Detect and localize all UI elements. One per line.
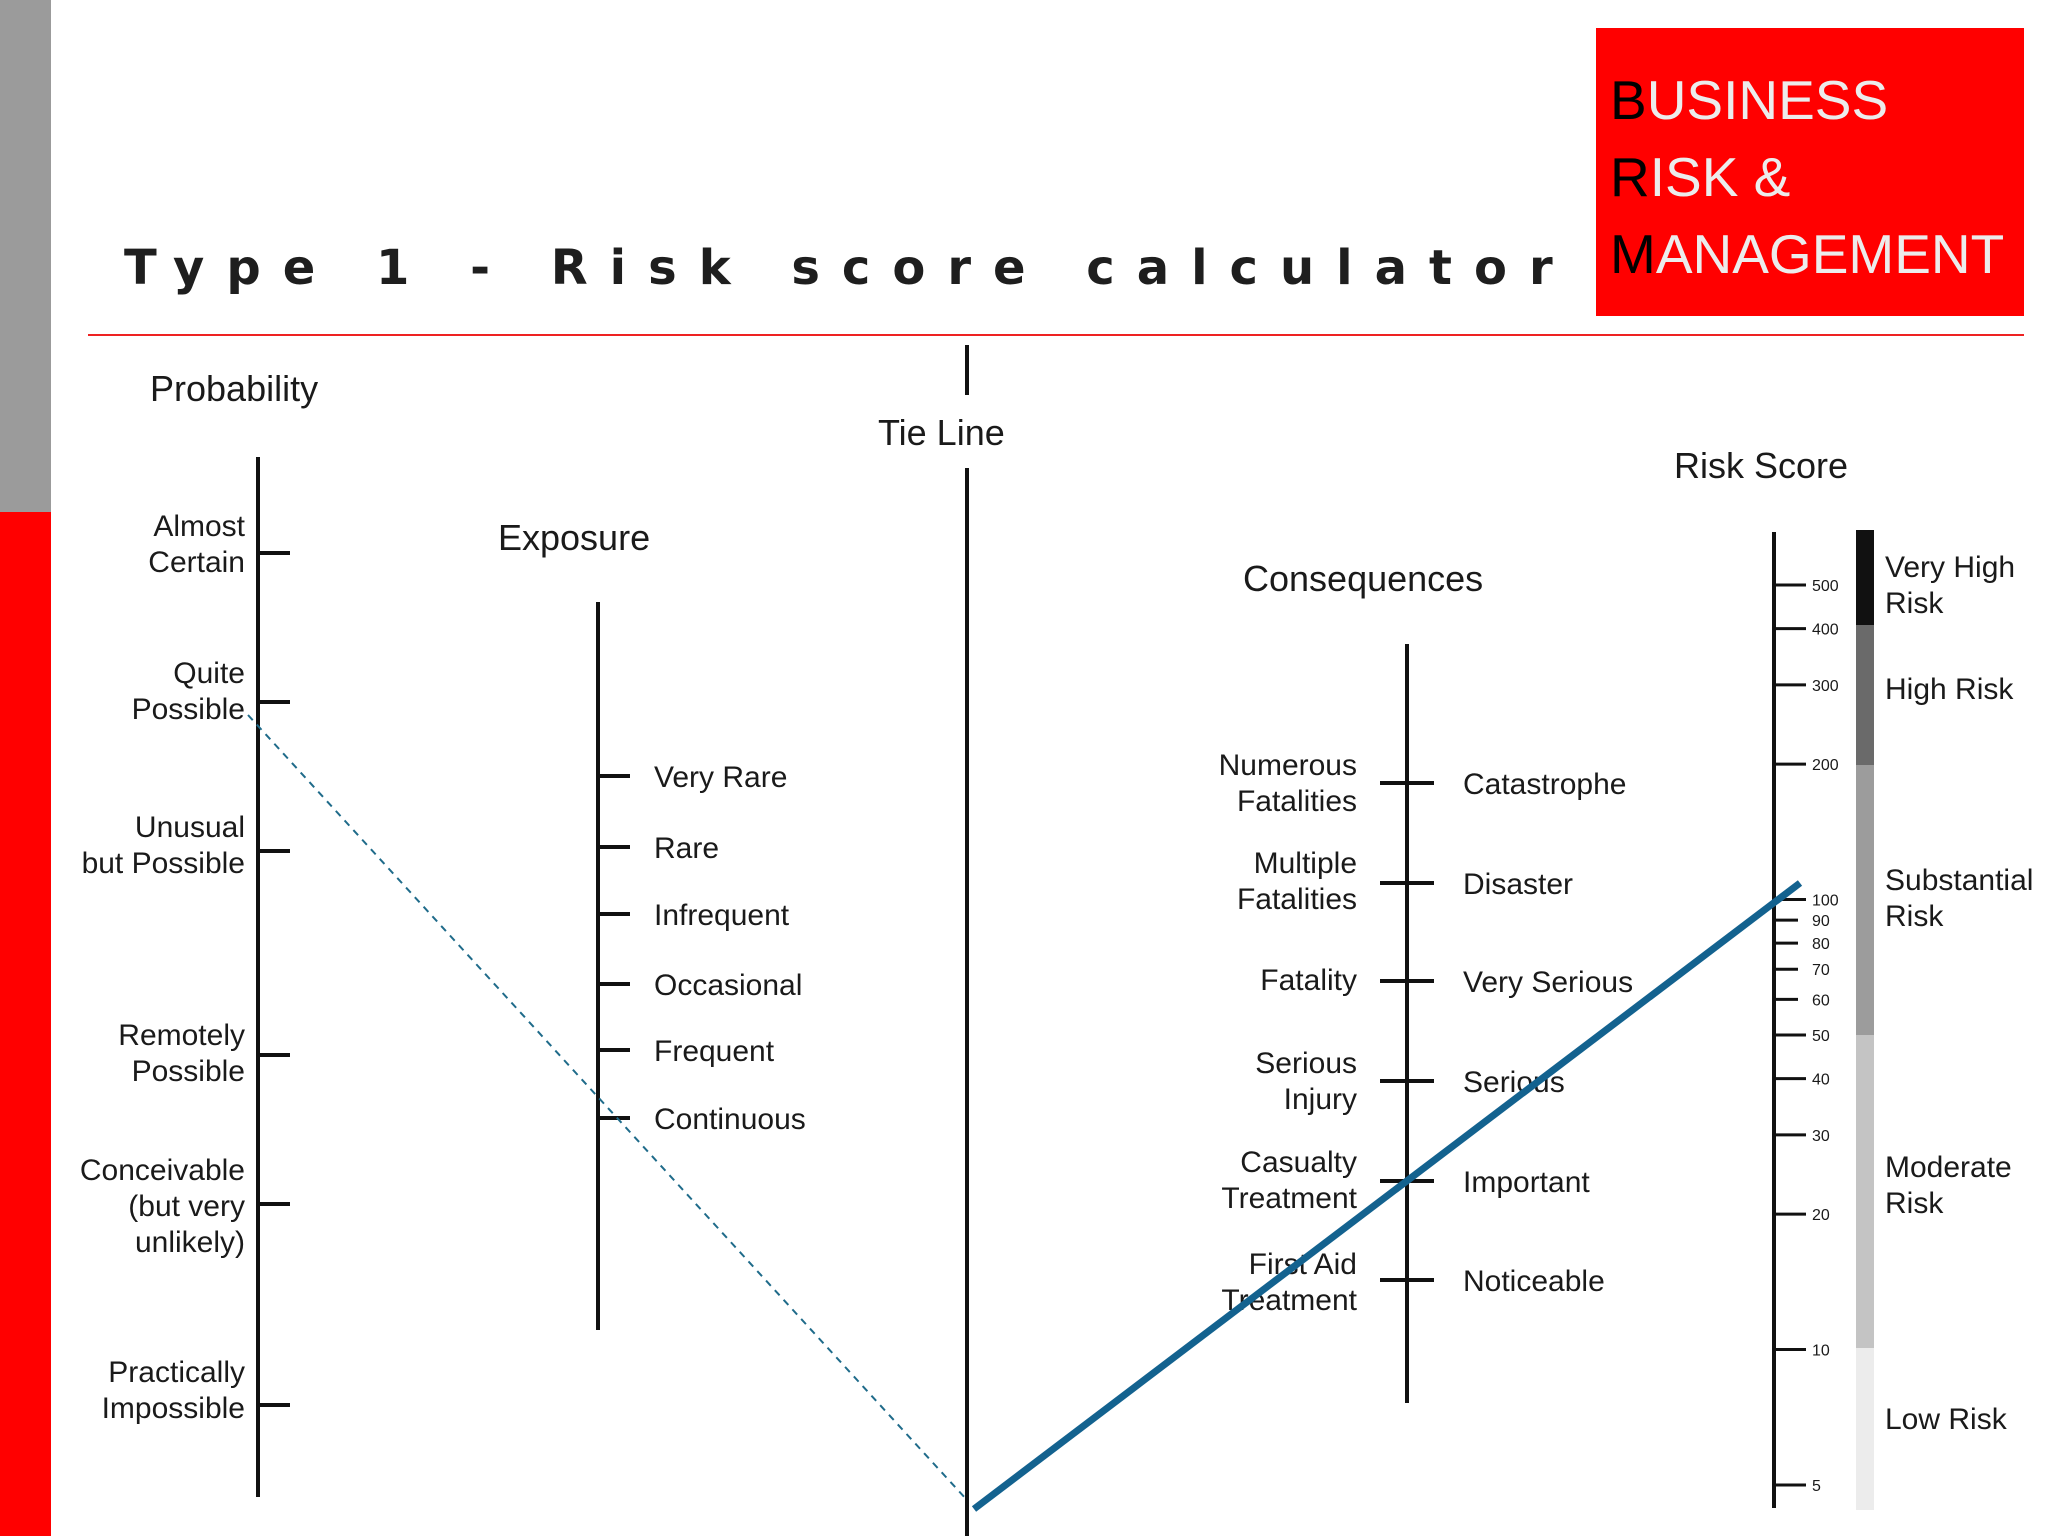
- consequences-left-label: Injury: [1284, 1083, 1357, 1116]
- consequences-right-label: Noticeable: [1463, 1265, 1605, 1298]
- exposure-tick-label: Continuous: [654, 1103, 806, 1136]
- example-dashed-line: [247, 714, 968, 1501]
- exposure-tick-label: Infrequent: [654, 899, 790, 932]
- probability-tick-label: unlikely): [135, 1226, 245, 1259]
- brand-line-2: RISK &: [1610, 146, 1791, 208]
- consequences-heading: Consequences: [1243, 558, 1483, 599]
- risk-band-label: High Risk: [1885, 673, 2014, 706]
- risk-band-segment: [1856, 1348, 1874, 1510]
- exposure-tick-label: Very Rare: [654, 761, 787, 794]
- probability-tick-label: Impossible: [102, 1392, 245, 1425]
- probability-tick-label: Quite: [173, 657, 245, 690]
- consequences-right-label: Disaster: [1463, 868, 1573, 901]
- risk-score-tick-label: 60: [1812, 992, 1830, 1009]
- risk-score-tick-label: 300: [1812, 678, 1839, 695]
- risk-score-tick-label: 40: [1812, 1072, 1830, 1089]
- sidebar-accent-red: [0, 512, 51, 1536]
- consequences-right-label: Very Serious: [1463, 966, 1633, 999]
- risk-band-label: Moderate: [1885, 1151, 2012, 1184]
- probability-tick-label: Remotely: [118, 1019, 245, 1052]
- consequences-left-label: Fatalities: [1237, 785, 1357, 818]
- probability-tick-label: Conceivable: [80, 1154, 245, 1187]
- risk-score-tick-label: 500: [1812, 578, 1839, 595]
- exposure-heading: Exposure: [498, 517, 650, 558]
- risk-score-tick-label: 5: [1812, 1478, 1821, 1495]
- risk-score-tick-label: 200: [1812, 757, 1839, 774]
- risk-score-heading: Risk Score: [1674, 445, 1848, 486]
- risk-band-label: Substantial: [1885, 864, 2033, 897]
- consequences-left-label: Treatment: [1221, 1182, 1357, 1215]
- probability-tick-label: Almost: [153, 510, 245, 543]
- risk-score-tick-label: 50: [1812, 1028, 1830, 1045]
- consequences-left-label: Treatment: [1221, 1284, 1357, 1317]
- consequences-left-label: Numerous: [1219, 749, 1357, 782]
- risk-score-tick-label: 70: [1812, 962, 1830, 979]
- risk-band-segment: [1856, 530, 1874, 625]
- probability-tick-label: Certain: [148, 546, 245, 579]
- probability-tick-label: Possible: [132, 1055, 245, 1088]
- risk-score-tick-label: 400: [1812, 622, 1839, 639]
- probability-heading: Probability: [150, 368, 318, 409]
- risk-score-tick-label: 10: [1812, 1343, 1830, 1360]
- risk-band-label: Risk: [1885, 900, 1944, 933]
- consequences-left-label: Casualty: [1240, 1146, 1357, 1179]
- consequences-left-label: Fatality: [1260, 964, 1357, 997]
- consequences-right-label: Catastrophe: [1463, 768, 1626, 801]
- tie-line-heading: Tie Line: [878, 412, 1005, 453]
- probability-tick-label: Possible: [132, 693, 245, 726]
- risk-band-label: Very High: [1885, 551, 2015, 584]
- consequences-left-label: Fatalities: [1237, 883, 1357, 916]
- risk-score-tick-label: 20: [1812, 1207, 1830, 1224]
- risk-band-label: Risk: [1885, 1187, 1944, 1220]
- exposure-tick-label: Frequent: [654, 1035, 775, 1068]
- consequences-right-label: Important: [1463, 1166, 1590, 1199]
- exposure-tick-label: Rare: [654, 832, 719, 865]
- probability-tick-label: but Possible: [82, 847, 245, 880]
- consequences-left-label: First Aid: [1249, 1248, 1357, 1281]
- probability-tick-label: (but very: [128, 1190, 245, 1223]
- consequences-left-label: Multiple: [1254, 847, 1357, 880]
- risk-band-segment: [1856, 625, 1874, 765]
- risk-band-segment: [1856, 1035, 1874, 1348]
- slide-title: Type 1 - Risk score calculator: [124, 240, 1575, 296]
- risk-score-tick-label: 30: [1812, 1128, 1830, 1145]
- brand-line-1: BUSINESS: [1610, 69, 1889, 131]
- probability-tick-label: Practically: [108, 1356, 245, 1389]
- brand-line-3: MANAGEMENT: [1610, 223, 2005, 285]
- consequences-left-label: Serious: [1255, 1047, 1357, 1080]
- risk-score-tick-label: 100: [1812, 893, 1839, 910]
- title-divider: [88, 334, 2024, 336]
- brand-logo: BUSINESS RISK & MANAGEMENT: [1596, 28, 2024, 316]
- risk-score-tick-label: 90: [1812, 913, 1830, 930]
- risk-band-label: Low Risk: [1885, 1403, 2008, 1436]
- probability-tick-label: Unusual: [135, 811, 245, 844]
- sidebar-accent-grey: [0, 0, 51, 512]
- example-solid-line: [971, 880, 1803, 1512]
- risk-band-label: Risk: [1885, 587, 1944, 620]
- exposure-tick-label: Occasional: [654, 969, 802, 1002]
- risk-score-tick-label: 80: [1812, 936, 1830, 953]
- risk-band-segment: [1856, 765, 1874, 1035]
